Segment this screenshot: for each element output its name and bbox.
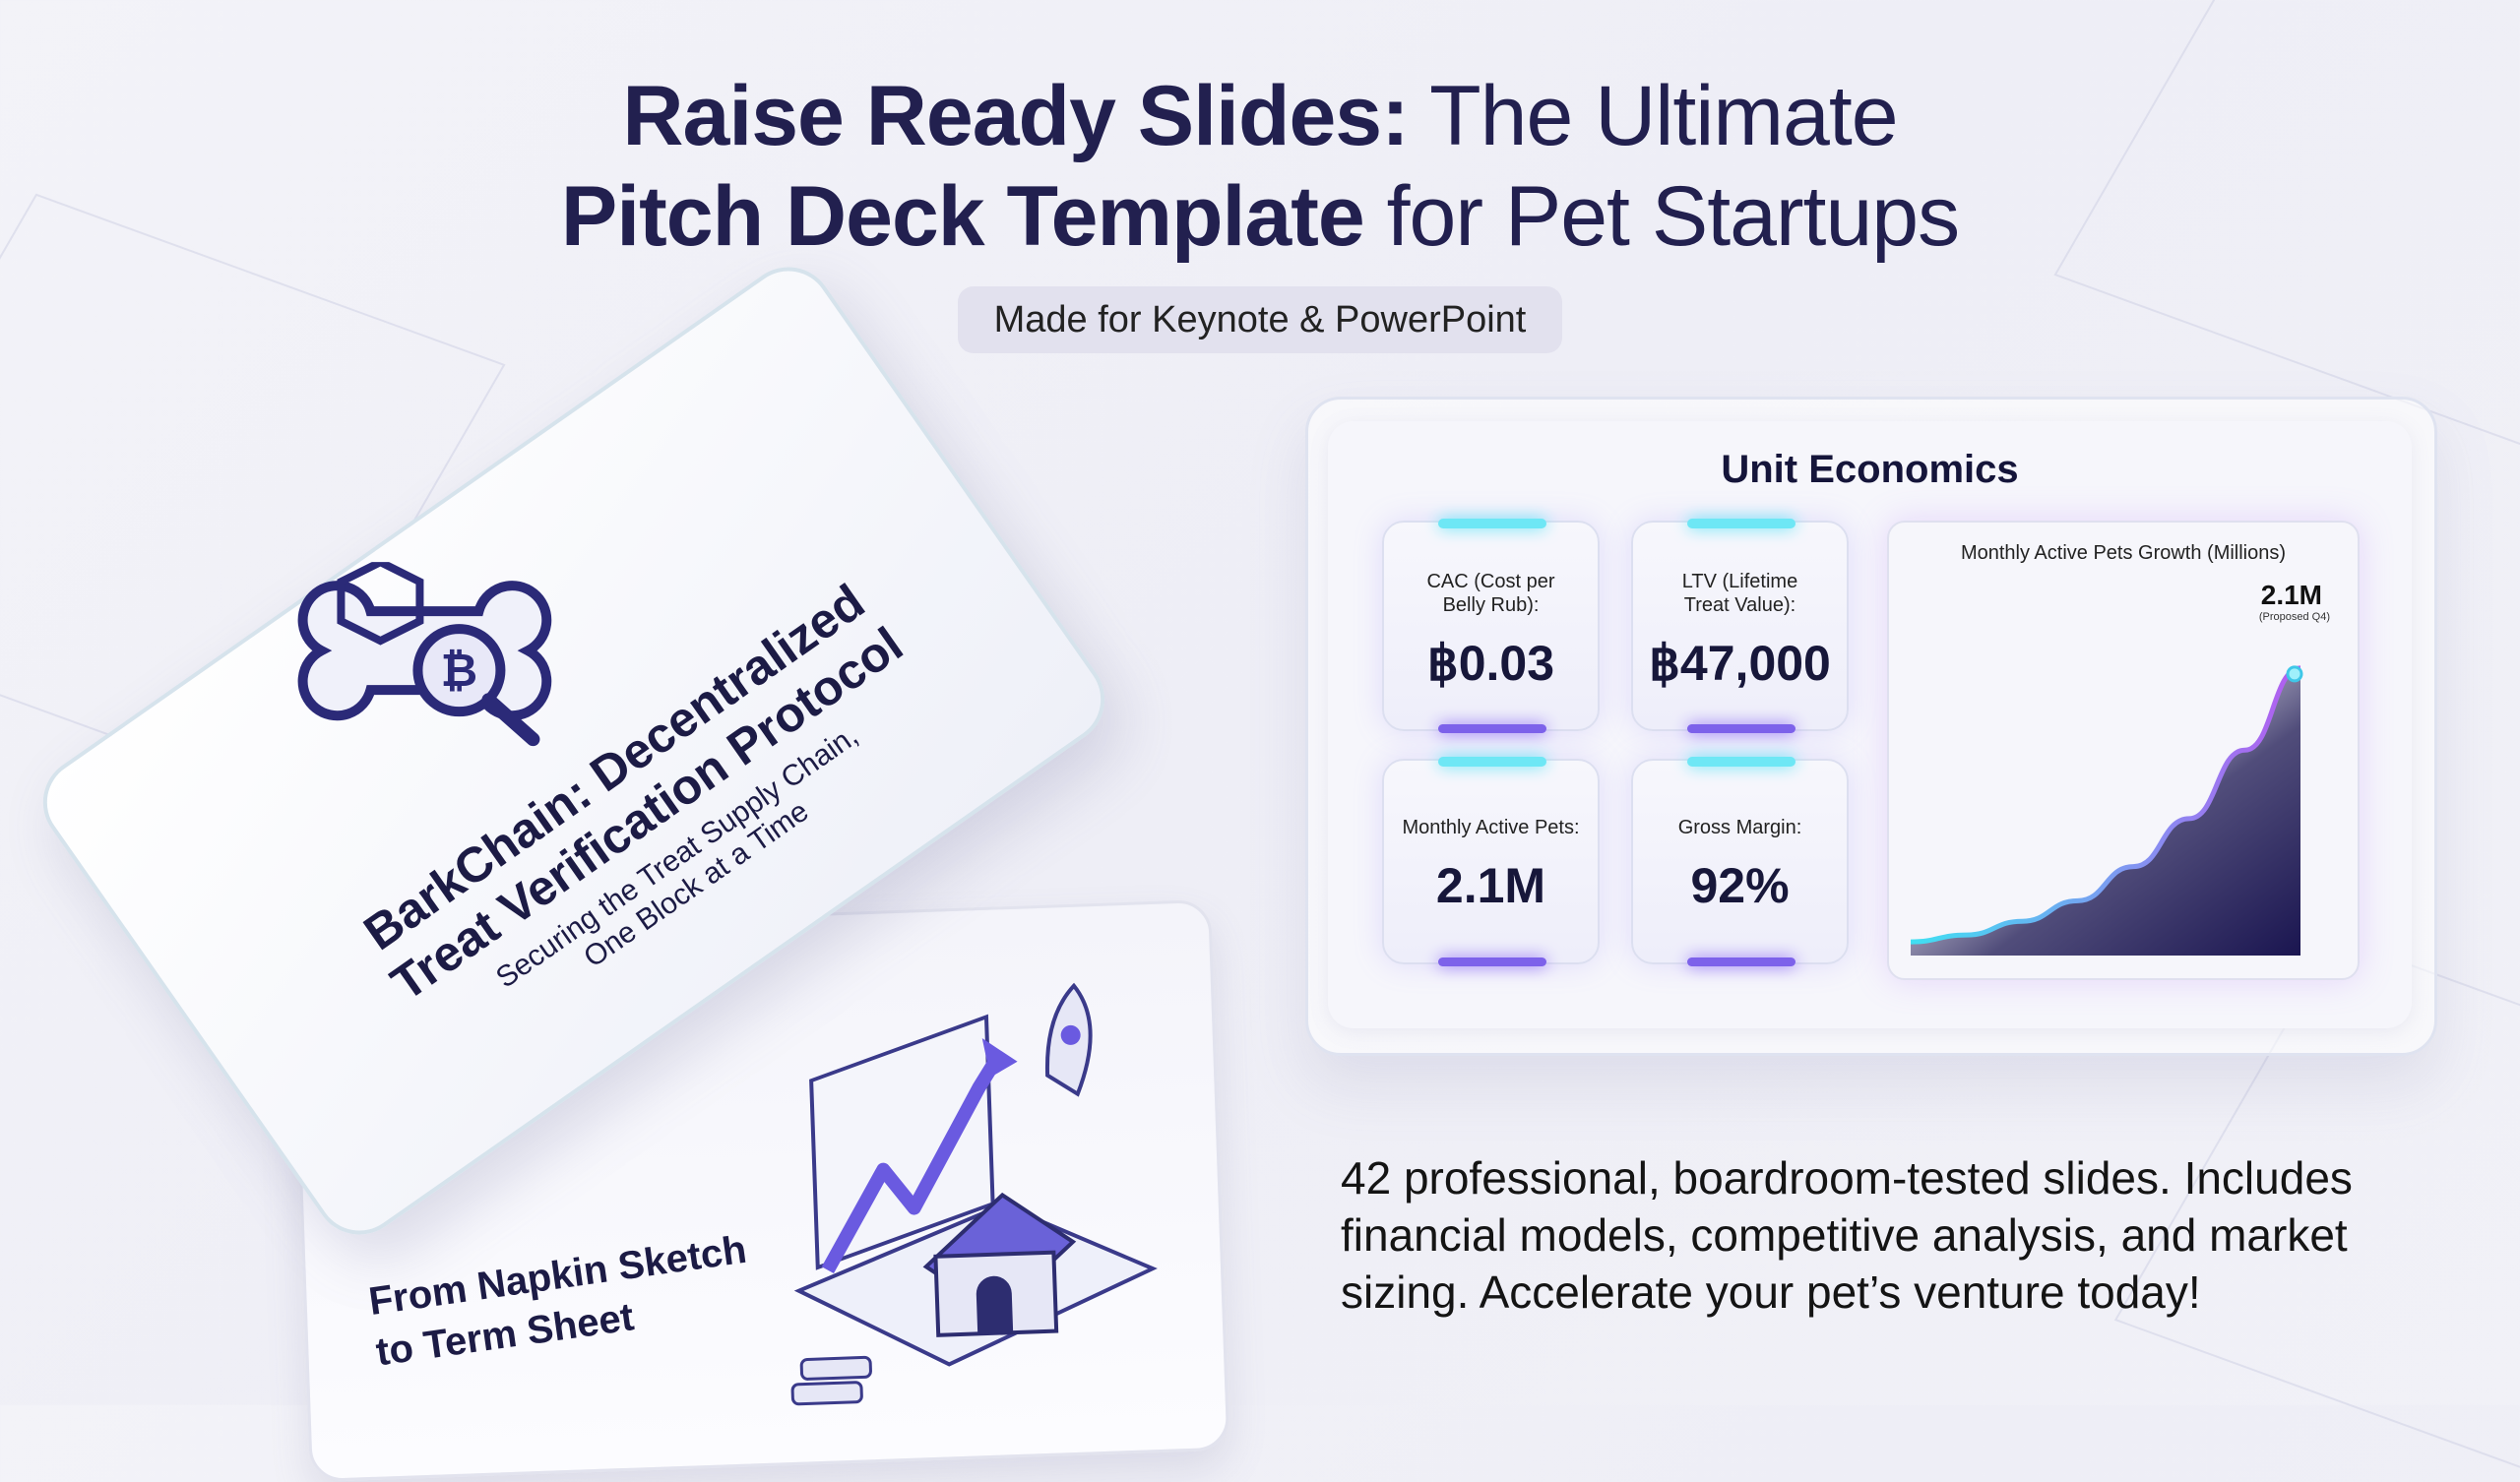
page-title: Raise Ready Slides: The Ultimate [622,69,1898,163]
growth-chart [1911,665,2303,956]
title-slide-card: ₿ BarkChain: Decentralized Treat Verific… [25,249,1123,1253]
growth-slide-heading: From Napkin Sketch to Term Sheet [365,1227,750,1375]
growth-slide-card: From Napkin Sketch to Term Sheet [290,898,1230,1482]
chart-title: Monthly Active Pets Growth (Millions) [1960,542,2287,564]
doghouse-growth-chart-rocket-icon [790,982,1158,1406]
chart-area [1911,667,2300,956]
growth-chart-panel: Monthly Active Pets Growth (Millions) 2.… [1887,521,2360,980]
product-description: 42 professional, boardroom-tested slides… [1341,1152,2353,1318]
metric-tile-active-pets: Monthly Active Pets: 2.1M [1382,757,1600,966]
bone-bitcoin-magnifier-logo: ₿ [297,562,552,747]
chart-annotation-note: (Proposed Q4) [2258,611,2330,623]
metric-tile-cac: CAC (Cost per Belly Rub): ฿0.03 [1382,519,1600,733]
unit-economics-title: Unit Economics [1721,448,2019,491]
chart-line [1911,665,2301,945]
metric-tile-gross-margin: Gross Margin: 92% [1631,757,1849,966]
platform-badge: Made for Keynote & PowerPoint [958,286,1562,353]
chart-endpoint [2286,665,2303,683]
chart-annotation: 2.1M [2260,580,2322,610]
svg-text:₿: ₿ [441,644,478,697]
page-title-line-2: Pitch Deck Template for Pet Startups [560,169,1960,264]
metric-tile-ltv: LTV (Lifetime Treat Value): ฿47,000 [1631,519,1849,733]
